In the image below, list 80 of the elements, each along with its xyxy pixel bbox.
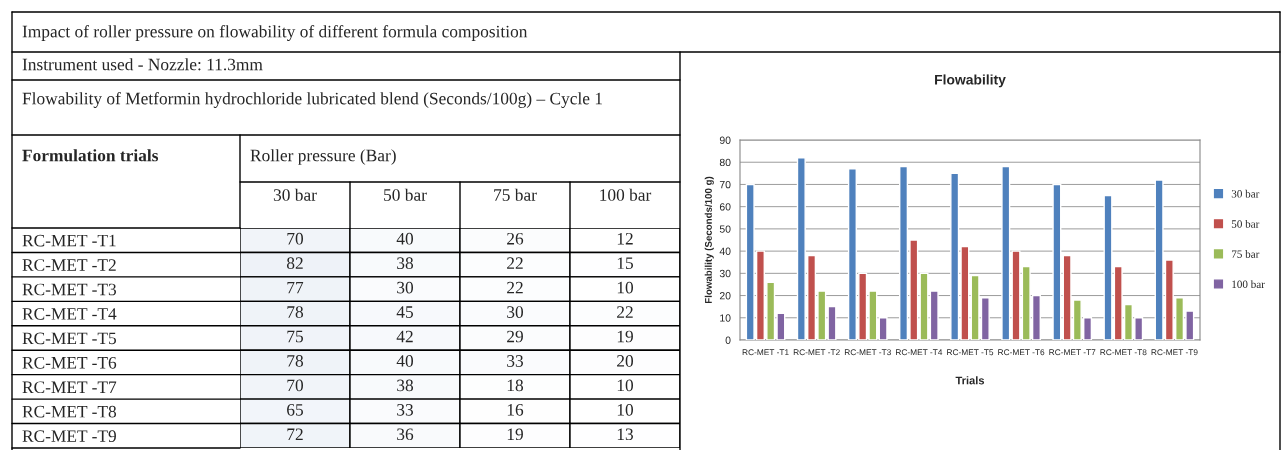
data-label: 70 bbox=[287, 232, 304, 245]
data-label: 15 bbox=[617, 257, 633, 270]
bar bbox=[878, 317, 888, 340]
data-label: 18 bbox=[507, 379, 524, 392]
data-label: 78 bbox=[287, 306, 304, 318]
data-label: 22 bbox=[507, 257, 523, 269]
data-label: 10 bbox=[617, 403, 634, 416]
data-label: 22 bbox=[617, 306, 633, 318]
x-tick-label: RC-MET -T1 bbox=[742, 349, 789, 356]
y-tick-label: RC-MET -T1 bbox=[22, 234, 116, 247]
text: Roller pressure (Bar) bbox=[250, 149, 396, 165]
x-tick-label: RC-MET -T5 bbox=[947, 349, 994, 356]
data-label: 70 bbox=[287, 379, 304, 392]
data-label: 10 bbox=[617, 281, 634, 294]
y-tick-label: RC-MET -T9 bbox=[22, 430, 116, 442]
text: Formulation trials bbox=[22, 149, 159, 162]
chart-title: Flowability bbox=[935, 74, 1006, 88]
y-tick-label: RC-MET -T3 bbox=[22, 283, 117, 296]
data-label: 22 bbox=[507, 281, 523, 294]
data-label: 33 bbox=[507, 355, 523, 367]
y-tick-label: RC-MET -T4 bbox=[22, 308, 117, 320]
x-tick-label: 50 bar bbox=[384, 188, 427, 201]
x-axis-title: Trials bbox=[955, 376, 985, 385]
y-tick-label: 50 bbox=[719, 225, 731, 233]
x-tick-label: RC-MET -T6 bbox=[998, 349, 1045, 356]
y-tick-label: 60 bbox=[719, 203, 731, 211]
x-tick-label: RC-MET -T7 bbox=[1049, 349, 1096, 356]
data-label: 13 bbox=[617, 428, 633, 441]
data-label: 75 bbox=[287, 330, 303, 343]
data-label: 82 bbox=[286, 257, 303, 270]
x-tick-label: RC-MET -T8 bbox=[1100, 349, 1147, 356]
data-label: 30 bbox=[397, 281, 414, 294]
data-label: 38 bbox=[397, 379, 414, 392]
x-tick-label: RC-MET -T2 bbox=[793, 349, 840, 356]
y-tick-label: RC-MET -T8 bbox=[22, 405, 117, 418]
y-tick-label: 80 bbox=[719, 158, 731, 167]
y-tick-label: 20 bbox=[719, 292, 731, 300]
legend-label: 50 bar bbox=[1231, 219, 1260, 228]
data-label: 33 bbox=[397, 404, 413, 416]
y-tick-label: RC-MET -T7 bbox=[22, 381, 117, 394]
data-label: 40 bbox=[396, 355, 414, 367]
y-tick-label: 40 bbox=[719, 247, 731, 255]
data-label: 29 bbox=[507, 330, 523, 343]
data-label: 26 bbox=[507, 232, 524, 245]
x-tick-label: RC-MET -T9 bbox=[1151, 349, 1198, 356]
legend-label: 75 bar bbox=[1232, 250, 1260, 258]
x-tick-label: 30 bar bbox=[273, 188, 317, 201]
data-label: 20 bbox=[617, 355, 634, 367]
data-label: 36 bbox=[397, 428, 414, 441]
y-tick-label: 90 bbox=[719, 136, 731, 144]
data-label: 38 bbox=[397, 257, 414, 270]
y-tick-label: RC-MET -T2 bbox=[22, 259, 116, 271]
data-label: 77 bbox=[287, 281, 304, 294]
data-label: 42 bbox=[396, 330, 413, 343]
y-tick-label: RC-MET -T5 bbox=[22, 332, 117, 345]
x-tick-label: 100 bar bbox=[600, 188, 652, 201]
data-label: 65 bbox=[287, 404, 303, 416]
x-tick-label: RC-MET -T3 bbox=[844, 349, 891, 356]
data-label: 12 bbox=[617, 232, 633, 245]
data-label: 19 bbox=[617, 330, 633, 343]
data-label: 30 bbox=[507, 306, 524, 318]
x-tick-label: RC-MET -T4 bbox=[896, 349, 943, 356]
legend-label: 100 bar bbox=[1232, 280, 1265, 289]
bar bbox=[1052, 183, 1062, 340]
y-tick-label: 70 bbox=[719, 180, 731, 189]
text: Flowability of Metformin hydrochloride lubricated blend (Seconds/100g) – Cycle 1 bbox=[22, 92, 602, 108]
chart-title: Impact of roller pressure on flowability of different formula composition bbox=[22, 25, 528, 41]
y-axis-title: Flowability (Seconds/100 g) bbox=[704, 176, 714, 304]
y-tick-label: 0 bbox=[725, 336, 731, 344]
x-tick-label: 75 bar bbox=[494, 188, 537, 201]
data-label: 40 bbox=[396, 232, 414, 245]
y-tick-label: 10 bbox=[720, 314, 731, 322]
data-label: 16 bbox=[507, 404, 524, 416]
data-label: 45 bbox=[396, 306, 413, 318]
data-label: 10 bbox=[617, 379, 634, 392]
data-label: 78 bbox=[287, 355, 304, 367]
y-tick-label: 30 bbox=[719, 269, 731, 278]
text: Instrument used - Nozzle: 11.3mm bbox=[22, 58, 263, 71]
data-label: 72 bbox=[287, 428, 303, 440]
data-label: 19 bbox=[507, 428, 523, 441]
